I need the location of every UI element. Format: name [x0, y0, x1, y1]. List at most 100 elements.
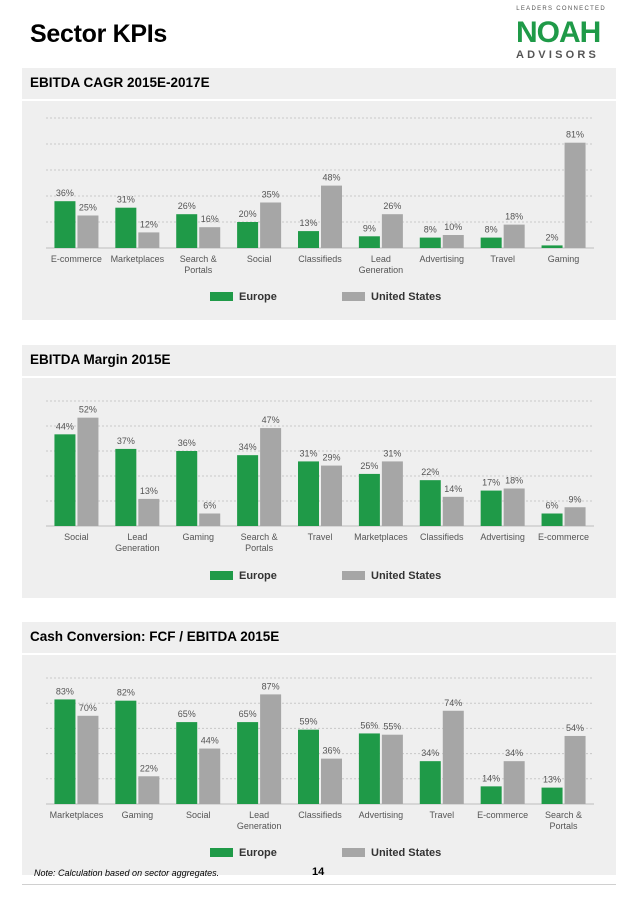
us-bar	[564, 735, 586, 804]
europe-bar	[54, 434, 76, 526]
footer-divider	[22, 884, 616, 885]
data-label: 29%	[322, 453, 340, 463]
legend-swatch	[342, 848, 365, 857]
ebitda-cagr-chart: 36% 25% E-commerce 31% 12% Marketplaces 26% 16%…	[46, 117, 594, 303]
data-label: 44%	[56, 421, 74, 431]
data-label: 81%	[566, 130, 584, 140]
data-label: 34%	[239, 442, 257, 452]
europe-bar	[419, 761, 441, 804]
europe-bar	[237, 722, 259, 804]
data-label: 83%	[56, 686, 74, 696]
data-label: 31%	[383, 448, 401, 458]
data-label: 12%	[140, 219, 158, 229]
us-bar	[321, 465, 342, 526]
us-bar	[442, 496, 464, 526]
data-label: 37%	[117, 436, 135, 446]
data-label: 8%	[485, 225, 498, 235]
us-bar	[199, 227, 221, 248]
europe-bar	[358, 473, 380, 526]
europe-bar	[358, 236, 380, 248]
brand-logo: LEADERS CONNECTED NOAH ADVISORS	[514, 6, 609, 62]
us-bar	[260, 428, 282, 526]
us-bar	[199, 748, 221, 804]
data-label: 55%	[383, 722, 401, 732]
us-bar	[503, 488, 525, 526]
us-bar	[199, 513, 221, 526]
category-label: E-commerce	[477, 810, 528, 820]
data-label: 9%	[569, 494, 582, 504]
data-label: 59%	[299, 717, 317, 727]
us-bar	[503, 224, 525, 248]
title-divider	[22, 653, 616, 655]
data-label: 13%	[299, 218, 317, 228]
europe-bar	[115, 700, 137, 804]
category-label: Travel	[429, 810, 454, 820]
category-label: Portals	[184, 265, 213, 275]
category-label: Generation	[359, 265, 404, 275]
data-label: 36%	[178, 438, 196, 448]
legend-label: United States	[371, 847, 441, 859]
chart-panel-ebitda-margin: EBITDA Margin 2015E 44% 52% Social 37% 13% Le…	[22, 345, 616, 598]
category-label: Gaming	[182, 532, 214, 542]
europe-bar	[176, 451, 198, 526]
category-label: Travel	[308, 532, 333, 542]
page-number: 14	[312, 866, 325, 878]
europe-bar	[298, 461, 319, 526]
data-label: 87%	[262, 681, 280, 691]
us-bar	[77, 417, 99, 526]
data-label: 82%	[117, 688, 135, 698]
europe-bar	[541, 513, 563, 526]
legend-label: United States	[371, 570, 441, 582]
category-label: Gaming	[122, 810, 154, 820]
category-label: Search &	[545, 810, 582, 820]
category-label: Lead	[371, 254, 391, 264]
title-divider	[22, 376, 616, 378]
data-label: 14%	[444, 484, 462, 494]
data-label: 74%	[444, 698, 462, 708]
us-bar	[381, 214, 403, 248]
data-label: 70%	[79, 703, 97, 713]
europe-bar	[237, 222, 259, 248]
data-label: 36%	[322, 746, 340, 756]
data-label: 65%	[178, 709, 196, 719]
data-label: 44%	[201, 736, 219, 746]
data-label: 17%	[482, 478, 500, 488]
footnote: Note: Calculation based on sector aggreg…	[34, 868, 220, 878]
europe-bar	[541, 245, 563, 248]
data-label: 8%	[424, 225, 437, 235]
data-label: 18%	[505, 476, 523, 486]
data-label: 47%	[262, 415, 280, 425]
category-label: Marketplaces	[354, 532, 408, 542]
data-label: 16%	[201, 214, 219, 224]
category-label: Classifieds	[298, 810, 342, 820]
logo-sub: ADVISORS	[516, 49, 600, 61]
logo-tagline: LEADERS CONNECTED	[516, 6, 606, 12]
us-bar	[77, 715, 99, 804]
category-label: Classifieds	[298, 254, 342, 264]
us-bar	[503, 761, 525, 804]
page-title: Sector KPIs	[30, 20, 168, 48]
data-label: 14%	[482, 773, 500, 783]
chart-title: EBITDA CAGR 2015E-2017E	[30, 75, 210, 90]
category-label: Advertising	[359, 810, 404, 820]
europe-bar	[298, 729, 319, 804]
data-label: 18%	[505, 212, 523, 222]
europe-bar	[115, 207, 137, 248]
us-bar	[138, 498, 160, 526]
legend-label: United States	[371, 291, 441, 303]
cash-conversion-chart: 83% 70% Marketplaces 82% 22% Gaming 65% 44% Soci…	[46, 677, 594, 859]
us-bar	[381, 461, 403, 526]
us-bar	[77, 215, 99, 248]
data-label: 9%	[363, 223, 376, 233]
us-bar	[138, 776, 160, 804]
europe-bar	[176, 214, 198, 248]
data-label: 34%	[421, 748, 439, 758]
data-label: 10%	[444, 222, 462, 232]
us-bar	[321, 185, 342, 248]
data-label: 65%	[239, 709, 257, 719]
data-label: 20%	[239, 209, 257, 219]
data-label: 26%	[178, 201, 196, 211]
data-label: 6%	[546, 501, 559, 511]
europe-bar	[176, 722, 198, 804]
legend-swatch	[210, 848, 233, 857]
